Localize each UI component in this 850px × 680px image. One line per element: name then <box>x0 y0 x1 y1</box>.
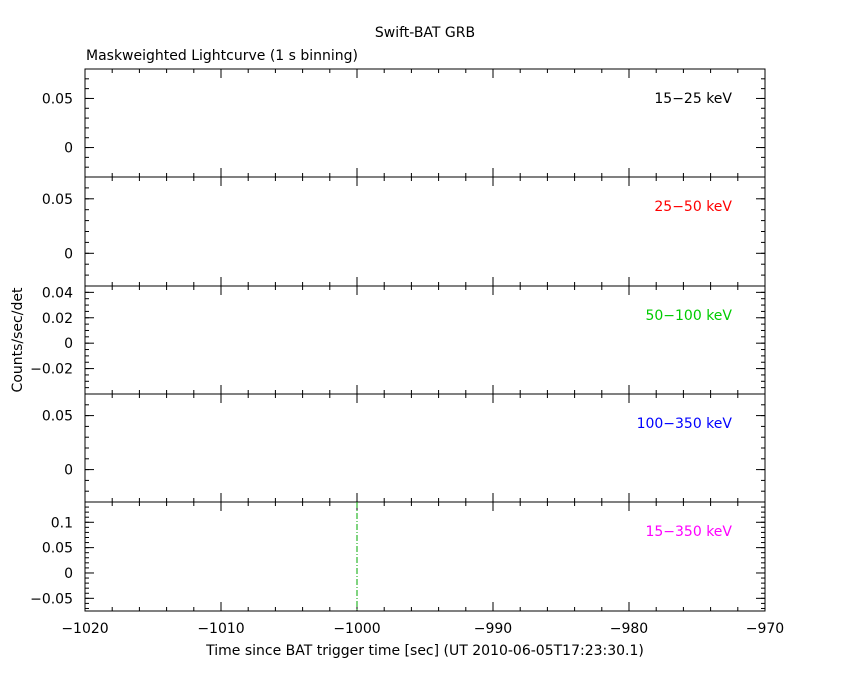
x-tick-label: −1000 <box>333 621 380 637</box>
panel-frame <box>84 393 766 503</box>
y-axis-label: Counts/sec/det <box>10 287 26 392</box>
y-tick-label: 0 <box>64 141 73 157</box>
panel-frame <box>84 501 766 612</box>
x-tick-label: −1020 <box>61 621 108 637</box>
panel-label: 50−100 keV <box>645 308 732 324</box>
y-tick-label: 0 <box>64 246 73 262</box>
panels-group: 0 0.05 15−25 keV 0 0.05 25−50 keV −0.02 0 0.02 0.… <box>30 68 766 612</box>
panel-label: 15−350 keV <box>645 524 732 540</box>
y-tick-label: 0.05 <box>42 91 73 107</box>
x-tick-label: −990 <box>474 621 512 637</box>
y-tick-label: 0 <box>64 566 73 582</box>
x-axis-label: Time since BAT trigger time [sec] (UT 20… <box>205 643 644 659</box>
y-tick-label: 0.05 <box>42 192 73 208</box>
y-tick-label: 0.05 <box>42 409 73 425</box>
y-tick-label: −0.02 <box>30 362 73 378</box>
panel-frame <box>84 176 766 287</box>
y-tick-label: 0 <box>64 463 73 479</box>
y-tick-label: 0.05 <box>42 541 73 557</box>
y-tick-label: 0.04 <box>42 285 73 301</box>
panel-label: 100−350 keV <box>637 416 733 432</box>
x-tick-label: −970 <box>746 621 784 637</box>
y-tick-label: 0 <box>64 336 73 352</box>
panel-frame <box>84 285 766 395</box>
y-tick-label: 0.1 <box>51 515 73 531</box>
y-tick-label: −0.05 <box>30 591 73 607</box>
x-tick-label: −1010 <box>197 621 244 637</box>
panel-label: 15−25 keV <box>654 91 732 107</box>
chart-subtitle: Maskweighted Lightcurve (1 s binning) <box>86 48 358 64</box>
panel-label: 25−50 keV <box>654 199 732 215</box>
panel-frame <box>84 68 766 178</box>
chart-title: Swift-BAT GRB <box>375 25 475 41</box>
y-tick-label: 0.02 <box>42 311 73 327</box>
x-tick-labels: −1020 −1010 −1000 −990 −980 −970 <box>61 621 784 637</box>
x-tick-label: −980 <box>610 621 648 637</box>
